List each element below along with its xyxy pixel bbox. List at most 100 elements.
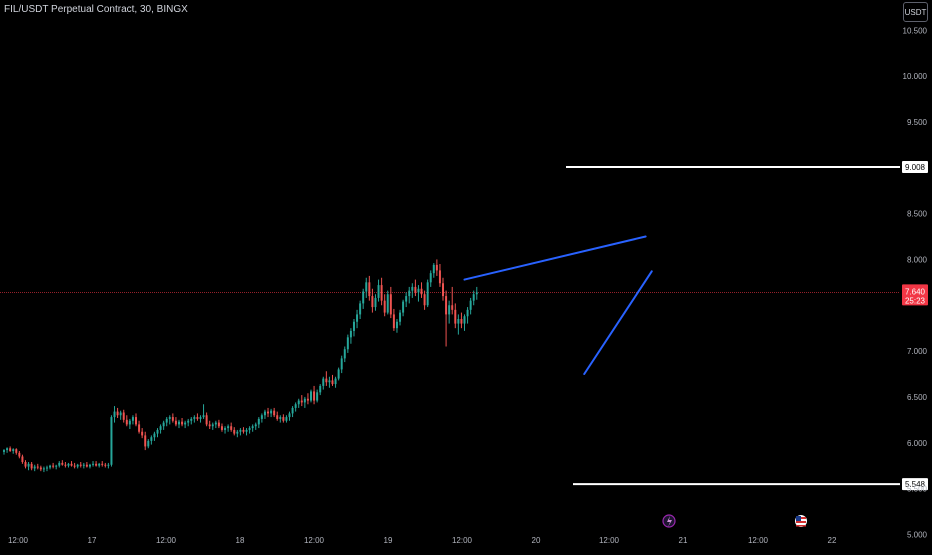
candle-body (475, 292, 478, 295)
candle-body (61, 462, 64, 465)
candle (73, 462, 76, 469)
candle (159, 424, 162, 434)
candle-body (368, 282, 371, 297)
candle-body (150, 437, 153, 441)
candle (285, 415, 288, 423)
candle-body (220, 426, 223, 430)
candle-body (208, 424, 211, 427)
candle (466, 307, 469, 324)
candle (33, 464, 36, 472)
candle-body (98, 463, 101, 466)
candle-body (260, 415, 263, 419)
candle-body (190, 418, 193, 421)
candle (230, 422, 233, 432)
level-price-label: 9.008 (905, 163, 926, 172)
candle (457, 314, 460, 335)
price-axis[interactable]: 10.500 10.000 9.500 8.500 8.000 7.000 6.500 6.0… (903, 26, 928, 539)
candle (294, 402, 297, 412)
time-tick-label: 17 (88, 536, 97, 545)
candle-body (122, 412, 125, 420)
candle (297, 398, 300, 408)
candle (52, 462, 55, 469)
candle (64, 462, 67, 468)
candle-body (3, 450, 5, 452)
candle (408, 286, 411, 304)
candle-body (432, 264, 435, 274)
candle (279, 415, 282, 423)
candle-body (352, 321, 355, 331)
candle (319, 384, 322, 396)
candle-body (135, 417, 138, 425)
candle (24, 460, 27, 469)
candle (3, 449, 5, 455)
candle (371, 288, 374, 313)
candle (432, 263, 435, 278)
candle-body (442, 283, 445, 297)
candle (359, 300, 362, 319)
level-price-tag (902, 478, 928, 491)
candle (442, 277, 445, 301)
candle-body (334, 378, 337, 385)
candle (58, 461, 61, 468)
candle (18, 451, 21, 459)
candle-body (196, 417, 199, 419)
candle-body (257, 418, 260, 425)
candle-body (273, 410, 276, 416)
candle (12, 448, 15, 454)
candle-body (236, 431, 239, 434)
currency-button[interactable]: USDT (903, 2, 928, 22)
candle-body (85, 464, 88, 467)
price-tick-label: 6.000 (907, 439, 928, 448)
candle-body (282, 417, 285, 421)
candle (349, 328, 352, 344)
candle-body (55, 465, 58, 467)
candle-body (92, 463, 95, 465)
candle (98, 462, 101, 468)
us-flag-event-icon[interactable] (795, 515, 807, 527)
candle-body (181, 421, 184, 425)
candle-body (42, 468, 45, 470)
candle (472, 290, 475, 306)
price-tick-label: 8.000 (907, 255, 928, 264)
candle (414, 279, 417, 297)
candle (122, 409, 125, 423)
candle-body (270, 410, 273, 414)
candle (45, 465, 48, 472)
event-markers[interactable] (662, 514, 807, 528)
trendline-lower[interactable] (583, 270, 653, 375)
candle (92, 461, 95, 467)
candle (168, 415, 171, 425)
candle (254, 422, 257, 430)
candle (153, 431, 156, 441)
candle-body (337, 369, 340, 379)
candle-body (451, 305, 454, 310)
trendlines[interactable] (463, 235, 653, 375)
candle-body (147, 440, 150, 447)
candle (171, 413, 174, 423)
candle (205, 412, 208, 427)
candle (144, 431, 147, 451)
candle (273, 407, 276, 418)
candle-body (463, 316, 466, 324)
candle-body (285, 417, 288, 421)
trendline-upper[interactable] (463, 235, 647, 281)
candle-body (138, 424, 141, 432)
candle (193, 415, 196, 423)
lightning-event-icon[interactable] (662, 514, 676, 528)
time-axis[interactable]: 12:00 17 12:00 18 12:00 19 12:00 20 12:00 21 12:00… (8, 536, 837, 545)
price-tick-label: 5.500 (907, 485, 928, 494)
candle (107, 462, 110, 469)
candle (310, 389, 312, 403)
candle-body (224, 428, 227, 430)
candle (141, 428, 144, 439)
candle-body (211, 424, 214, 427)
candle (463, 314, 466, 331)
candle-body (288, 413, 291, 418)
candle-body (104, 464, 107, 466)
candle-body (9, 448, 12, 451)
candle-body (52, 465, 55, 467)
horizontal-levels[interactable]: 9.008 5.548 (566, 161, 928, 491)
